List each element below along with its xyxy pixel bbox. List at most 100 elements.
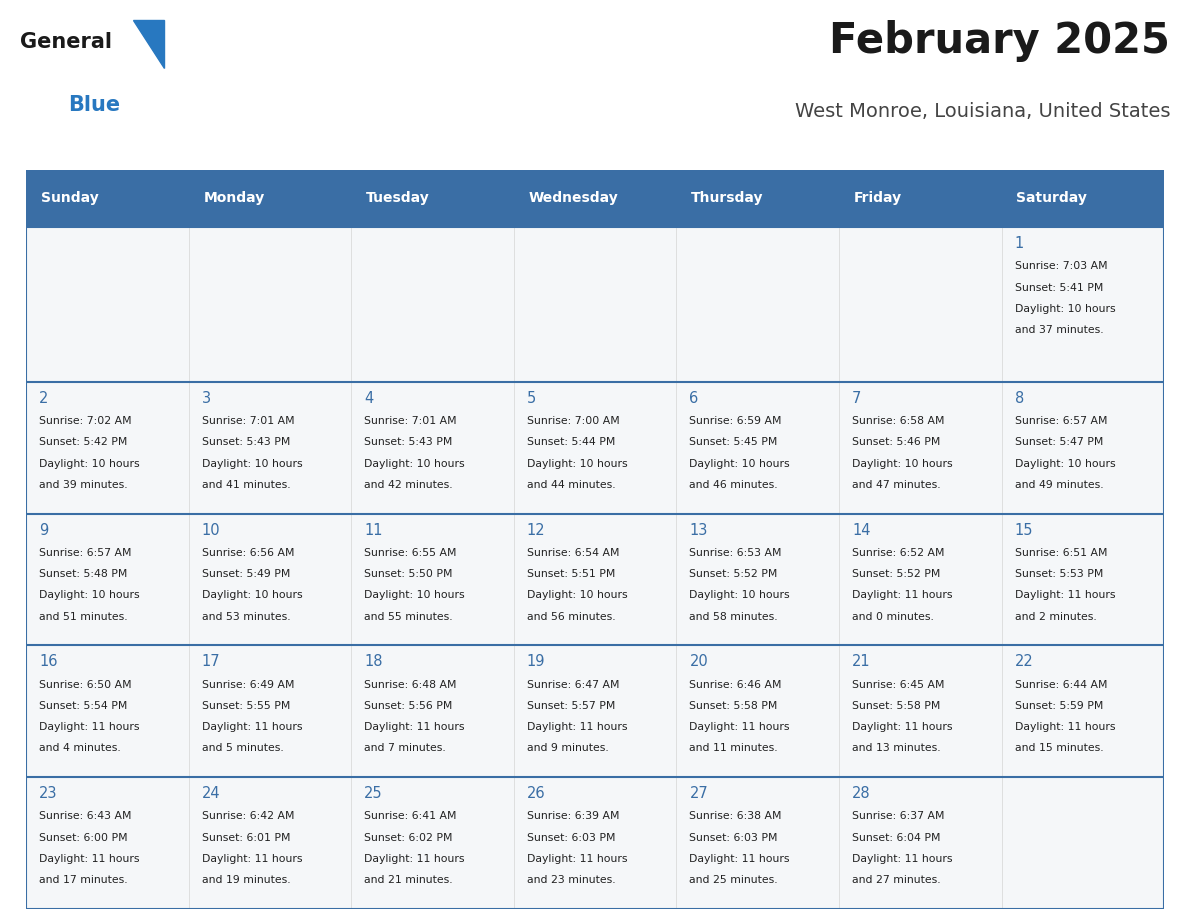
Bar xyxy=(514,227,676,382)
Text: 4: 4 xyxy=(365,391,373,406)
Text: 21: 21 xyxy=(852,655,871,669)
Bar xyxy=(676,227,839,382)
Bar xyxy=(352,513,514,645)
Text: Daylight: 10 hours: Daylight: 10 hours xyxy=(39,590,140,600)
Bar xyxy=(352,777,514,909)
Text: Sunset: 6:03 PM: Sunset: 6:03 PM xyxy=(689,833,778,843)
Text: Sunset: 5:46 PM: Sunset: 5:46 PM xyxy=(852,437,941,447)
Bar xyxy=(1001,777,1164,909)
Text: and 46 minutes.: and 46 minutes. xyxy=(689,480,778,489)
Text: Daylight: 11 hours: Daylight: 11 hours xyxy=(689,854,790,864)
Text: Daylight: 10 hours: Daylight: 10 hours xyxy=(1015,459,1116,468)
Text: and 15 minutes.: and 15 minutes. xyxy=(1015,744,1104,754)
Bar xyxy=(839,777,1001,909)
Bar xyxy=(352,645,514,777)
Text: Sunset: 5:52 PM: Sunset: 5:52 PM xyxy=(689,569,778,579)
Text: Friday: Friday xyxy=(854,192,902,206)
Bar xyxy=(189,227,352,382)
Text: Sunrise: 6:37 AM: Sunrise: 6:37 AM xyxy=(852,812,944,822)
Text: Sunrise: 6:45 AM: Sunrise: 6:45 AM xyxy=(852,679,944,689)
Text: Sunrise: 6:48 AM: Sunrise: 6:48 AM xyxy=(365,679,457,689)
Text: Sunrise: 6:51 AM: Sunrise: 6:51 AM xyxy=(1015,548,1107,558)
Bar xyxy=(189,645,352,777)
Bar xyxy=(1001,645,1164,777)
Text: Tuesday: Tuesday xyxy=(366,192,430,206)
Text: Sunrise: 6:39 AM: Sunrise: 6:39 AM xyxy=(527,812,619,822)
Text: Sunrise: 7:01 AM: Sunrise: 7:01 AM xyxy=(202,416,295,426)
Text: Sunset: 5:42 PM: Sunset: 5:42 PM xyxy=(39,437,127,447)
Text: 12: 12 xyxy=(527,522,545,538)
Text: Sunset: 6:01 PM: Sunset: 6:01 PM xyxy=(202,833,290,843)
Text: Sunrise: 6:52 AM: Sunrise: 6:52 AM xyxy=(852,548,944,558)
Text: 17: 17 xyxy=(202,655,220,669)
Text: Sunrise: 6:53 AM: Sunrise: 6:53 AM xyxy=(689,548,782,558)
Text: and 25 minutes.: and 25 minutes. xyxy=(689,875,778,885)
Bar xyxy=(1001,513,1164,645)
Text: and 53 minutes.: and 53 minutes. xyxy=(202,611,290,621)
Text: Sunset: 5:59 PM: Sunset: 5:59 PM xyxy=(1015,700,1102,711)
Bar xyxy=(26,227,189,382)
Bar xyxy=(514,645,676,777)
Text: Daylight: 11 hours: Daylight: 11 hours xyxy=(852,722,953,732)
Bar xyxy=(676,777,839,909)
Text: Sunrise: 6:42 AM: Sunrise: 6:42 AM xyxy=(202,812,295,822)
Bar xyxy=(189,170,352,227)
Text: and 19 minutes.: and 19 minutes. xyxy=(202,875,290,885)
Text: Sunrise: 7:02 AM: Sunrise: 7:02 AM xyxy=(39,416,132,426)
Text: 8: 8 xyxy=(1015,391,1024,406)
Text: 13: 13 xyxy=(689,522,708,538)
Text: 11: 11 xyxy=(365,522,383,538)
Bar xyxy=(839,645,1001,777)
Text: Daylight: 10 hours: Daylight: 10 hours xyxy=(365,459,465,468)
Text: Sunset: 5:44 PM: Sunset: 5:44 PM xyxy=(527,437,615,447)
Text: Daylight: 10 hours: Daylight: 10 hours xyxy=(527,459,627,468)
Text: Sunset: 5:57 PM: Sunset: 5:57 PM xyxy=(527,700,615,711)
Text: Daylight: 11 hours: Daylight: 11 hours xyxy=(689,722,790,732)
Text: Sunset: 5:43 PM: Sunset: 5:43 PM xyxy=(365,437,453,447)
Text: and 17 minutes.: and 17 minutes. xyxy=(39,875,128,885)
Text: 19: 19 xyxy=(527,655,545,669)
Bar xyxy=(26,513,189,645)
Text: Sunset: 5:56 PM: Sunset: 5:56 PM xyxy=(365,700,453,711)
Bar xyxy=(1001,170,1164,227)
Text: General: General xyxy=(20,32,112,52)
Bar xyxy=(839,382,1001,513)
Bar xyxy=(189,382,352,513)
Polygon shape xyxy=(133,20,164,68)
Bar xyxy=(839,227,1001,382)
Text: Blue: Blue xyxy=(68,95,120,116)
Text: Sunrise: 6:54 AM: Sunrise: 6:54 AM xyxy=(527,548,619,558)
Bar xyxy=(676,170,839,227)
Text: Sunrise: 6:57 AM: Sunrise: 6:57 AM xyxy=(39,548,132,558)
Text: 27: 27 xyxy=(689,786,708,801)
Text: 23: 23 xyxy=(39,786,58,801)
Text: Sunset: 5:53 PM: Sunset: 5:53 PM xyxy=(1015,569,1102,579)
Text: Daylight: 11 hours: Daylight: 11 hours xyxy=(852,590,953,600)
Text: and 47 minutes.: and 47 minutes. xyxy=(852,480,941,489)
Text: Sunrise: 6:56 AM: Sunrise: 6:56 AM xyxy=(202,548,295,558)
Bar xyxy=(352,170,514,227)
Text: Daylight: 11 hours: Daylight: 11 hours xyxy=(39,854,140,864)
Text: Sunset: 6:04 PM: Sunset: 6:04 PM xyxy=(852,833,941,843)
Text: Sunrise: 6:57 AM: Sunrise: 6:57 AM xyxy=(1015,416,1107,426)
Text: Sunset: 5:58 PM: Sunset: 5:58 PM xyxy=(852,700,941,711)
Text: Daylight: 10 hours: Daylight: 10 hours xyxy=(202,459,303,468)
Text: and 13 minutes.: and 13 minutes. xyxy=(852,744,941,754)
Text: and 4 minutes.: and 4 minutes. xyxy=(39,744,121,754)
Text: and 0 minutes.: and 0 minutes. xyxy=(852,611,934,621)
Text: Daylight: 11 hours: Daylight: 11 hours xyxy=(39,722,140,732)
Text: Sunrise: 6:44 AM: Sunrise: 6:44 AM xyxy=(1015,679,1107,689)
Text: Sunset: 5:51 PM: Sunset: 5:51 PM xyxy=(527,569,615,579)
Text: and 39 minutes.: and 39 minutes. xyxy=(39,480,128,489)
Text: 15: 15 xyxy=(1015,522,1034,538)
Text: Daylight: 11 hours: Daylight: 11 hours xyxy=(527,854,627,864)
Text: Saturday: Saturday xyxy=(1016,192,1087,206)
Text: and 23 minutes.: and 23 minutes. xyxy=(527,875,615,885)
Text: Sunset: 5:58 PM: Sunset: 5:58 PM xyxy=(689,700,778,711)
Text: Daylight: 11 hours: Daylight: 11 hours xyxy=(202,722,302,732)
Text: Sunset: 6:02 PM: Sunset: 6:02 PM xyxy=(365,833,453,843)
Text: 5: 5 xyxy=(527,391,536,406)
Text: Sunset: 6:00 PM: Sunset: 6:00 PM xyxy=(39,833,128,843)
Bar xyxy=(514,777,676,909)
Text: Sunset: 5:47 PM: Sunset: 5:47 PM xyxy=(1015,437,1102,447)
